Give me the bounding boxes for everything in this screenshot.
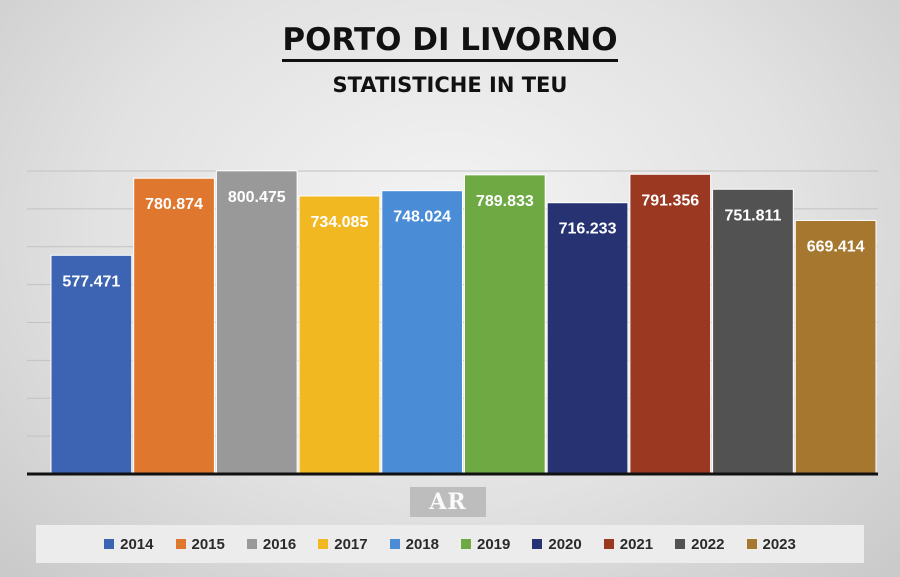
legend-item-2023: 2023 — [746, 535, 796, 553]
legend-label: 2021 — [619, 535, 654, 553]
bar-2015 — [133, 177, 215, 475]
bar-2022 — [712, 188, 794, 475]
bar-2019 — [464, 174, 546, 475]
legend-item-2016: 2016 — [246, 535, 297, 553]
data-label-2017: 734.085 — [311, 214, 369, 231]
chart-legend: 2014 2015 2016 2017 2018 2019 2020 2021 2022 2023 — [36, 525, 864, 563]
bar-2014 — [50, 254, 133, 475]
bar-2023 — [794, 219, 877, 475]
legend-item-2019: 2019 — [461, 536, 510, 553]
legend-label: 2016 — [262, 535, 297, 553]
bar-2018 — [381, 190, 463, 475]
chart-title: PORTO DI LIVORNO — [0, 22, 900, 62]
legend-item-2015: 2015 — [175, 535, 225, 553]
legend-swatch — [603, 539, 614, 549]
legend-item-2020: 2020 — [532, 535, 582, 553]
legend-label: 2020 — [548, 535, 582, 553]
data-label-2023: 669.414 — [807, 238, 865, 255]
bar-2021 — [629, 173, 712, 475]
legend-label: 2017 — [334, 535, 368, 553]
legend-label: 2018 — [405, 535, 439, 553]
bar-2016 — [215, 170, 298, 475]
chart-subtitle: STATISTICHE IN TEU — [332, 73, 568, 97]
data-label-2016: 800.475 — [228, 189, 286, 206]
legend-swatch — [318, 539, 329, 549]
bar-2020 — [546, 202, 629, 475]
legend-swatch — [389, 539, 400, 549]
legend-swatch — [104, 539, 115, 549]
legend-swatch — [246, 539, 257, 549]
legend-label: 2014 — [120, 535, 154, 553]
ar-logo: AR — [410, 487, 486, 517]
data-label-2014: 577.471 — [62, 273, 120, 290]
bar-2017 — [298, 195, 381, 475]
legend-label: 2022 — [691, 535, 725, 553]
legend-swatch — [746, 539, 757, 549]
data-label-2018: 748.024 — [393, 209, 451, 226]
data-label-2020: 716.233 — [559, 221, 617, 238]
legend-swatch — [461, 539, 471, 549]
legend-swatch — [175, 539, 186, 549]
legend-item-2017: 2017 — [318, 535, 368, 553]
data-label-2022: 751.811 — [724, 207, 781, 224]
legend-item-2021: 2021 — [603, 535, 654, 553]
legend-label: 2019 — [477, 535, 511, 553]
legend-item-2022: 2022 — [675, 535, 725, 553]
legend-label: 2023 — [762, 535, 796, 553]
data-label-2021: 791.356 — [641, 192, 699, 209]
legend-item-2018: 2018 — [389, 535, 439, 553]
legend-label: 2015 — [191, 535, 225, 553]
data-label-2015: 780.874 — [145, 196, 203, 213]
legend-swatch — [532, 539, 543, 549]
data-label-2019: 789.833 — [476, 193, 534, 210]
legend-item-2014: 2014 — [104, 535, 154, 553]
legend-swatch — [675, 539, 686, 549]
